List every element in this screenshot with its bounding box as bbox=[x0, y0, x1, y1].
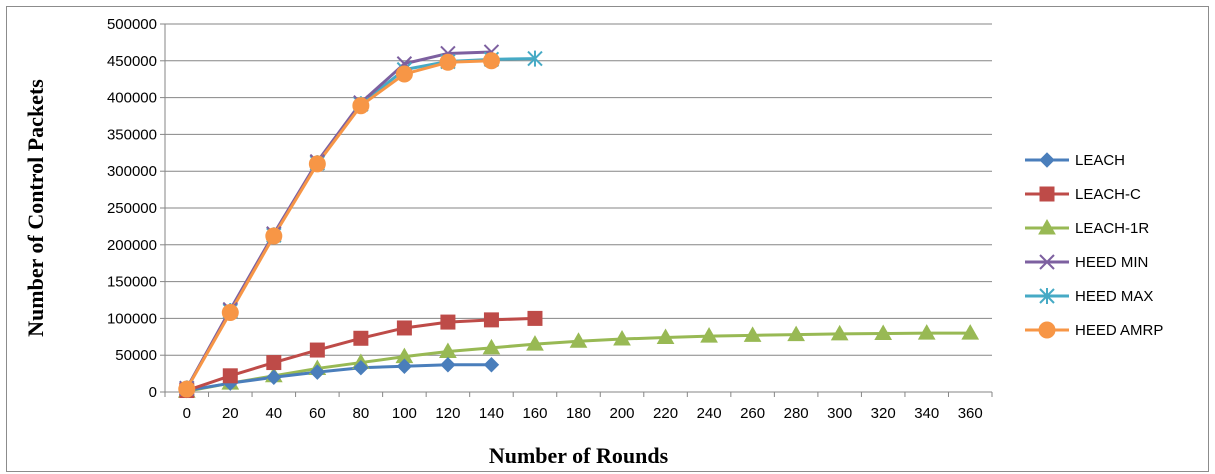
x-tick-label: 40 bbox=[265, 405, 282, 422]
data-point-circle bbox=[265, 227, 283, 245]
data-point-triangle bbox=[830, 324, 849, 341]
data-point-square bbox=[527, 310, 543, 326]
data-point-triangle bbox=[569, 332, 588, 348]
legend-item: LEACH-1R bbox=[1025, 218, 1149, 237]
x-tick-label: 200 bbox=[610, 405, 635, 422]
x-tick-label: 20 bbox=[222, 405, 239, 422]
data-point-diamond bbox=[266, 369, 282, 385]
y-axis-title: Number of Control Packets bbox=[23, 79, 48, 337]
x-tick-label: 100 bbox=[392, 405, 417, 422]
legend: LEACH LEACH-C LEACH-1R HEED MIN HEED MAX HEED… bbox=[1025, 152, 1163, 339]
y-tick-label: 200000 bbox=[107, 237, 157, 254]
x-tick-label: 160 bbox=[522, 405, 547, 422]
y-tick-label: 0 bbox=[149, 384, 157, 401]
legend-item: HEED MIN bbox=[1025, 254, 1148, 271]
x-tick-label: 60 bbox=[309, 405, 326, 422]
y-tick-label: 150000 bbox=[107, 274, 157, 291]
data-point-star bbox=[527, 50, 543, 67]
x-tick-label: 0 bbox=[183, 405, 191, 422]
series-markers-leach-1r bbox=[177, 324, 980, 398]
data-point-square bbox=[266, 355, 282, 371]
data-point-diamond bbox=[309, 364, 326, 380]
axes bbox=[160, 23, 993, 397]
y-tick-label: 350000 bbox=[107, 126, 157, 143]
data-point-circle bbox=[308, 155, 326, 173]
x-tick-label: 340 bbox=[914, 405, 939, 422]
data-point-triangle bbox=[787, 325, 805, 342]
x-tick-label: 120 bbox=[435, 405, 460, 422]
y-tick-label: 100000 bbox=[107, 310, 157, 327]
data-point-diamond bbox=[483, 357, 500, 373]
data-point-diamond bbox=[1039, 152, 1055, 168]
data-point-square bbox=[483, 312, 499, 328]
gridlines bbox=[165, 23, 992, 356]
data-point-square bbox=[309, 342, 325, 358]
y-tick-label: 500000 bbox=[107, 16, 157, 33]
y-tick-label: 250000 bbox=[107, 200, 157, 217]
legend-label: HEED MIN bbox=[1075, 254, 1148, 271]
x-tick-label: 140 bbox=[479, 405, 504, 422]
x-tick-labels: 0 20 40 60 80 100 120 140 160 180 200 220 240 260 280 3… bbox=[183, 405, 983, 422]
legend-item: HEED AMRP bbox=[1025, 321, 1163, 339]
data-point-square bbox=[1039, 186, 1055, 202]
data-point-circle bbox=[221, 304, 239, 322]
x-tick-label: 80 bbox=[353, 405, 370, 422]
data-point-diamond bbox=[353, 360, 369, 376]
data-point-circle bbox=[178, 380, 196, 398]
data-point-square bbox=[440, 314, 456, 330]
legend-label: HEED MAX bbox=[1075, 288, 1153, 305]
series-markers bbox=[177, 44, 980, 399]
y-tick-label: 50000 bbox=[115, 347, 157, 364]
data-point-diamond bbox=[440, 357, 456, 373]
series-line-heed-amrp bbox=[185, 59, 492, 390]
data-point-star bbox=[1039, 288, 1055, 304]
legend-label: HEED AMRP bbox=[1075, 322, 1163, 339]
x-tick-label: 220 bbox=[653, 405, 678, 422]
data-point-diamond bbox=[396, 358, 413, 374]
x-tick-label: 320 bbox=[871, 405, 896, 422]
y-tick-label: 400000 bbox=[107, 90, 157, 107]
data-point-x bbox=[1039, 254, 1055, 270]
x-tick-label: 260 bbox=[740, 405, 765, 422]
x-tick-label: 180 bbox=[566, 405, 591, 422]
x-stroke bbox=[1039, 254, 1055, 270]
data-point-circle bbox=[1038, 321, 1056, 339]
x-tick-label: 300 bbox=[827, 405, 852, 422]
data-point-square bbox=[222, 368, 238, 384]
data-point-triangle bbox=[917, 324, 936, 340]
x-tick-label: 240 bbox=[697, 405, 722, 422]
data-point-square bbox=[396, 320, 412, 336]
legend-label: LEACH-C bbox=[1075, 186, 1141, 203]
data-point-triangle bbox=[656, 328, 675, 345]
y-tick-labels: 0 50000 100000 150000 200000 250000 300000 3500… bbox=[107, 16, 157, 401]
data-point-circle bbox=[482, 52, 500, 70]
legend-label: LEACH bbox=[1075, 152, 1125, 169]
series-line-heed-min bbox=[185, 50, 492, 390]
data-point-triangle bbox=[961, 324, 980, 340]
x-tick-label: 280 bbox=[784, 405, 809, 422]
y-tick-label: 450000 bbox=[107, 53, 157, 70]
data-point-triangle bbox=[613, 330, 631, 346]
legend-item: LEACH bbox=[1025, 152, 1125, 169]
x-tick-label: 360 bbox=[958, 405, 983, 422]
x-axis-title: Number of Rounds bbox=[489, 443, 669, 468]
data-point-triangle bbox=[700, 327, 718, 343]
data-point-triangle bbox=[526, 335, 544, 351]
line-chart: 0 50000 100000 150000 200000 250000 300000 3500… bbox=[23, 16, 1163, 468]
data-point-triangle bbox=[482, 338, 501, 355]
data-point-triangle bbox=[1038, 218, 1056, 235]
legend-item: LEACH-C bbox=[1025, 186, 1141, 203]
data-point-circle bbox=[439, 53, 457, 71]
legend-label: LEACH-1R bbox=[1075, 220, 1149, 237]
data-point-triangle bbox=[874, 324, 893, 340]
chart-frame: 0 50000 100000 150000 200000 250000 300000 3500… bbox=[6, 6, 1209, 472]
legend-item: HEED MAX bbox=[1025, 288, 1153, 305]
data-point-circle bbox=[352, 97, 370, 115]
data-point-triangle bbox=[743, 326, 762, 342]
y-tick-label: 300000 bbox=[107, 163, 157, 180]
data-point-square bbox=[353, 330, 369, 346]
data-point-circle bbox=[395, 65, 413, 83]
series-markers-heed-amrp bbox=[178, 52, 500, 398]
